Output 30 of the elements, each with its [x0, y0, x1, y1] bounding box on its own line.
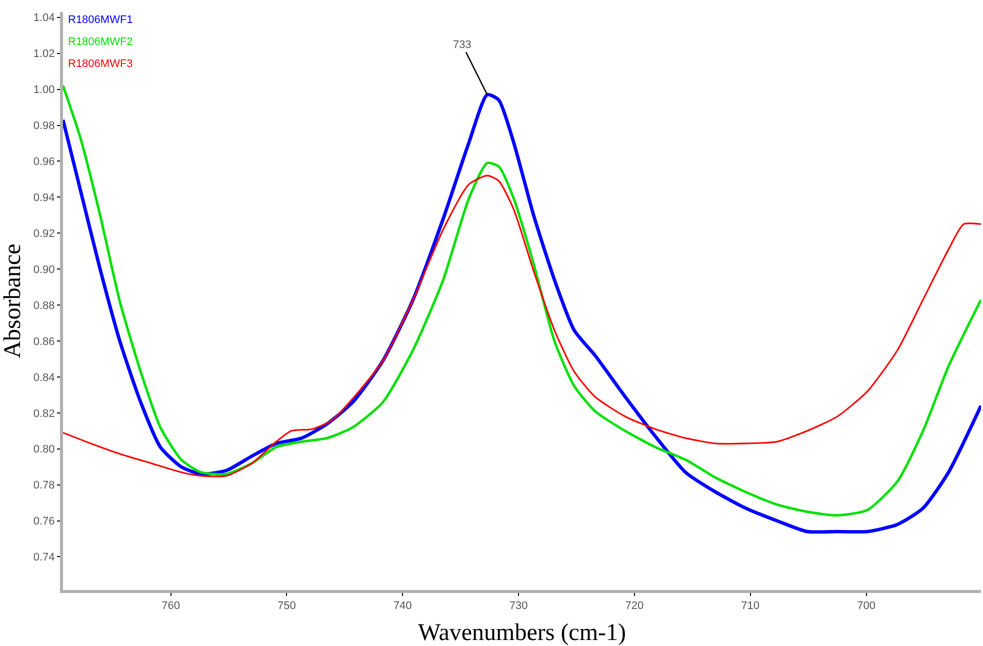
- y-tick-label: 1.04: [33, 12, 55, 24]
- y-tick-label: 0.78: [33, 480, 55, 492]
- text: R1806MWF1: [68, 14, 133, 26]
- x-tick-label: 720: [625, 600, 644, 612]
- x-tick-label: 750: [278, 600, 296, 612]
- y-tick-label: 0.82: [33, 408, 55, 420]
- y-tick-label: 0.90: [33, 264, 55, 276]
- y-tick-label: 0.98: [33, 120, 55, 132]
- y-tick-label: 0.84: [33, 372, 55, 384]
- y-tick-label: 0.80: [33, 444, 55, 456]
- text: R1806MWF2: [68, 36, 133, 48]
- text: R1806MWF3: [68, 58, 133, 70]
- y-tick-label: 0.86: [33, 336, 55, 348]
- x-tick-label: 760: [162, 600, 180, 612]
- x-tick-label: 700: [857, 600, 876, 612]
- y-tick-label: 0.76: [33, 516, 55, 528]
- y-axis-title: Absorbance: [0, 244, 26, 358]
- x-axis-title: Wavenumbers (cm-1): [418, 620, 626, 646]
- y-tick-label: 0.96: [33, 156, 55, 168]
- x-tick-label: 730: [509, 600, 528, 612]
- x-tick-label: 740: [393, 600, 412, 612]
- line-series: [63, 174, 981, 478]
- y-tick-label: 1.02: [33, 48, 55, 60]
- y-tick-label: 1.00: [33, 84, 55, 96]
- y-tick-label: 0.92: [33, 228, 55, 240]
- annotation: 733: [453, 39, 472, 51]
- y-tick-label: 0.74: [33, 552, 55, 564]
- x-tick-label: 710: [741, 600, 760, 612]
- y-tick-label: 0.88: [33, 300, 55, 312]
- y-tick-label: 0.94: [33, 192, 55, 204]
